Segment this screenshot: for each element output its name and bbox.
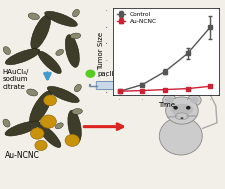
Circle shape — [189, 97, 198, 104]
Ellipse shape — [28, 13, 39, 20]
Circle shape — [30, 128, 44, 139]
Ellipse shape — [159, 117, 201, 155]
Circle shape — [40, 115, 56, 128]
Ellipse shape — [72, 109, 82, 114]
Ellipse shape — [74, 84, 81, 92]
Y-axis label: Tumor Size: Tumor Size — [98, 32, 104, 70]
Circle shape — [65, 134, 79, 146]
Circle shape — [173, 106, 177, 110]
Circle shape — [162, 94, 176, 106]
Ellipse shape — [174, 113, 188, 120]
X-axis label: Time: Time — [157, 102, 174, 108]
Ellipse shape — [38, 51, 61, 74]
Circle shape — [43, 95, 56, 106]
Ellipse shape — [70, 33, 80, 39]
Ellipse shape — [65, 35, 79, 67]
Ellipse shape — [180, 117, 183, 119]
Ellipse shape — [38, 125, 61, 147]
Ellipse shape — [29, 91, 52, 124]
Ellipse shape — [27, 89, 38, 96]
Ellipse shape — [3, 119, 10, 127]
Ellipse shape — [3, 46, 10, 55]
Circle shape — [85, 70, 95, 78]
Circle shape — [187, 94, 200, 106]
Text: paclitaxel: paclitaxel — [97, 71, 130, 77]
Text: Au-NCNC: Au-NCNC — [5, 151, 40, 160]
Circle shape — [165, 97, 197, 124]
Circle shape — [35, 140, 47, 150]
Ellipse shape — [5, 121, 40, 136]
Ellipse shape — [31, 15, 50, 49]
Ellipse shape — [170, 104, 192, 115]
Ellipse shape — [45, 11, 77, 26]
Legend: Control, Au-NCNC: Control, Au-NCNC — [115, 10, 158, 25]
FancyBboxPatch shape — [96, 81, 125, 90]
Ellipse shape — [5, 49, 40, 65]
Ellipse shape — [56, 49, 63, 55]
Ellipse shape — [72, 9, 79, 17]
Ellipse shape — [47, 86, 79, 103]
Circle shape — [185, 106, 190, 110]
Ellipse shape — [68, 110, 81, 143]
Circle shape — [165, 97, 173, 104]
Text: HAuCl₄/
sodium
citrate: HAuCl₄/ sodium citrate — [2, 69, 29, 90]
Ellipse shape — [55, 123, 63, 129]
